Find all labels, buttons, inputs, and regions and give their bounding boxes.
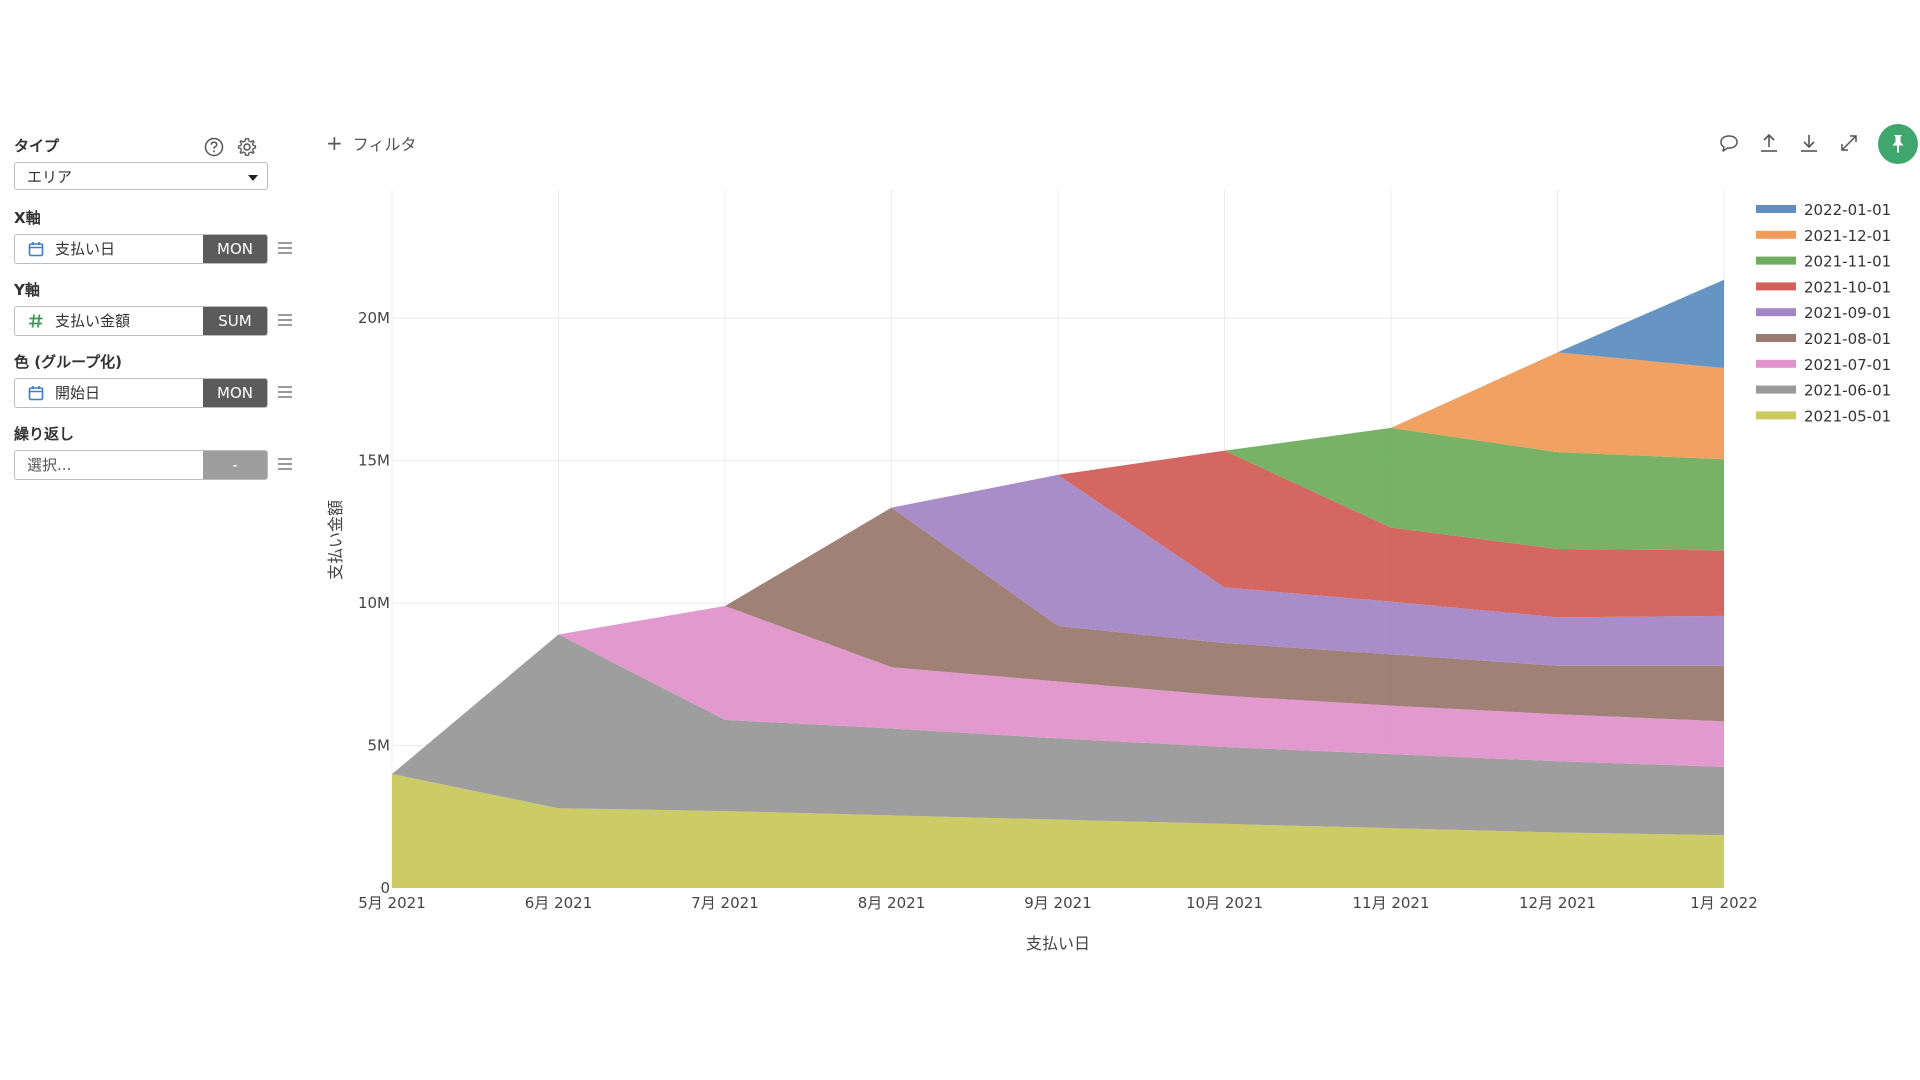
x-tick-label: 9月 2021 — [1024, 894, 1092, 912]
legend-item-label[interactable]: 2021-11-01 — [1804, 253, 1891, 271]
area-series-2021-10-01[interactable] — [1058, 450, 1724, 618]
y-tick-label: 10M — [358, 594, 390, 612]
x-tick-label: 8月 2021 — [858, 894, 926, 912]
legend-swatch — [1756, 411, 1796, 420]
color-field[interactable]: 開始日 MON — [14, 378, 268, 408]
area-series-2022-01-01[interactable] — [1557, 279, 1725, 369]
legend-item-label[interactable]: 2021-09-01 — [1804, 304, 1891, 322]
x-tick-label: 10月 2021 — [1186, 894, 1263, 912]
legend-item-label[interactable]: 2022-01-01 — [1804, 201, 1891, 219]
y-tick-label: 20M — [358, 309, 390, 327]
color-aggregation-button[interactable]: MON — [203, 379, 267, 407]
chart-type-value: エリア — [27, 168, 73, 186]
area-series-2021-12-01[interactable] — [1391, 352, 1724, 460]
legend-swatch — [1756, 256, 1796, 265]
pin-button[interactable] — [1878, 124, 1918, 164]
repeat-aggregation-button[interactable]: - — [203, 451, 267, 479]
area-series-2021-05-01[interactable] — [392, 774, 1724, 888]
plus-icon: + — [326, 131, 343, 155]
legend-swatch — [1756, 308, 1796, 317]
legend-swatch — [1756, 359, 1796, 368]
y-tick-label: 15M — [358, 452, 390, 470]
y-tick-label: 5M — [368, 737, 391, 755]
area-series-2021-11-01[interactable] — [1224, 427, 1725, 551]
comment-icon[interactable] — [1718, 132, 1740, 154]
x-tick-label: 7月 2021 — [691, 894, 759, 912]
area-series-2021-07-01[interactable] — [558, 605, 1725, 767]
y-axis-section-title: Y軸 — [14, 281, 40, 299]
x-axis-title: 支払い日 — [1026, 934, 1090, 953]
drag-handle-icon[interactable] — [278, 458, 292, 470]
x-tick-label: 12月 2021 — [1519, 894, 1596, 912]
calendar-icon — [28, 242, 44, 257]
x-axis-section-title: X軸 — [14, 209, 41, 227]
x-tick-label: 1月 2022 — [1690, 894, 1758, 912]
y-tick-label: 0 — [380, 879, 390, 897]
legend-item-label[interactable]: 2021-10-01 — [1804, 278, 1891, 296]
chart-legend: 2022-01-01 2021-12-01 2021-11-01 2021-10-01… — [1756, 201, 1891, 425]
upload-icon[interactable] — [1758, 132, 1780, 154]
legend-item-label[interactable]: 2021-08-01 — [1804, 330, 1891, 348]
chevron-down-icon — [248, 175, 258, 181]
calendar-icon — [28, 386, 44, 401]
color-field-label: 開始日 — [55, 384, 101, 402]
drag-handle-icon[interactable] — [278, 386, 292, 398]
drag-handle-icon[interactable] — [278, 314, 292, 326]
x-axis-aggregation-button[interactable]: MON — [203, 235, 267, 263]
area-series-2021-08-01[interactable] — [725, 507, 1724, 722]
chart-areas — [392, 279, 1725, 888]
repeat-section-title: 繰り返し — [14, 425, 75, 443]
y-axis-field-label: 支払い金額 — [55, 312, 131, 330]
legend-swatch — [1756, 334, 1796, 342]
x-tick-label: 11月 2021 — [1352, 894, 1429, 912]
x-axis-field-label: 支払い日 — [55, 240, 116, 258]
chart-type-select[interactable]: エリア — [14, 162, 268, 190]
repeat-field[interactable]: 選択... - — [14, 450, 268, 480]
x-axis-field[interactable]: 支払い日 MON — [14, 234, 268, 264]
legend-item-label[interactable]: 2021-05-01 — [1804, 407, 1891, 425]
repeat-field-placeholder: 選択... — [27, 456, 72, 474]
legend-item-label[interactable]: 2021-12-01 — [1804, 227, 1891, 245]
y-axis-field[interactable]: 支払い金額 SUM — [14, 306, 268, 336]
color-section-title: 色 (グループ化) — [14, 353, 123, 371]
legend-item-label[interactable]: 2021-07-01 — [1804, 356, 1891, 374]
help-icon[interactable] — [204, 137, 224, 157]
area-series-2021-09-01[interactable] — [891, 474, 1725, 666]
drag-handle-icon[interactable] — [278, 242, 292, 254]
download-icon[interactable] — [1798, 132, 1820, 154]
legend-swatch — [1756, 385, 1796, 394]
chart-axes: 5月 2021 6月 2021 7月 2021 8月 2021 9月 2021 10月 2… — [358, 309, 1758, 912]
legend-item-label[interactable]: 2021-06-01 — [1804, 382, 1891, 400]
add-filter-button[interactable]: + フィルタ — [326, 132, 416, 154]
area-series-2021-06-01[interactable] — [392, 634, 1724, 836]
pin-icon — [1892, 135, 1904, 153]
hash-icon — [29, 314, 43, 328]
gear-icon[interactable] — [237, 137, 257, 157]
legend-swatch — [1756, 230, 1796, 239]
x-tick-label: 5月 2021 — [358, 894, 426, 912]
x-tick-label: 6月 2021 — [525, 894, 593, 912]
add-filter-label: フィルタ — [352, 135, 417, 154]
legend-swatch — [1756, 205, 1796, 213]
y-axis-aggregation-button[interactable]: SUM — [203, 307, 267, 335]
chart-config-panel: タイプ エリア X軸 支払い日 MON Y軸 — [14, 136, 292, 480]
type-section-title: タイプ — [14, 137, 60, 155]
y-axis-title: 支払い金額 — [326, 500, 345, 580]
expand-icon[interactable] — [1838, 132, 1860, 154]
legend-swatch — [1756, 282, 1796, 291]
